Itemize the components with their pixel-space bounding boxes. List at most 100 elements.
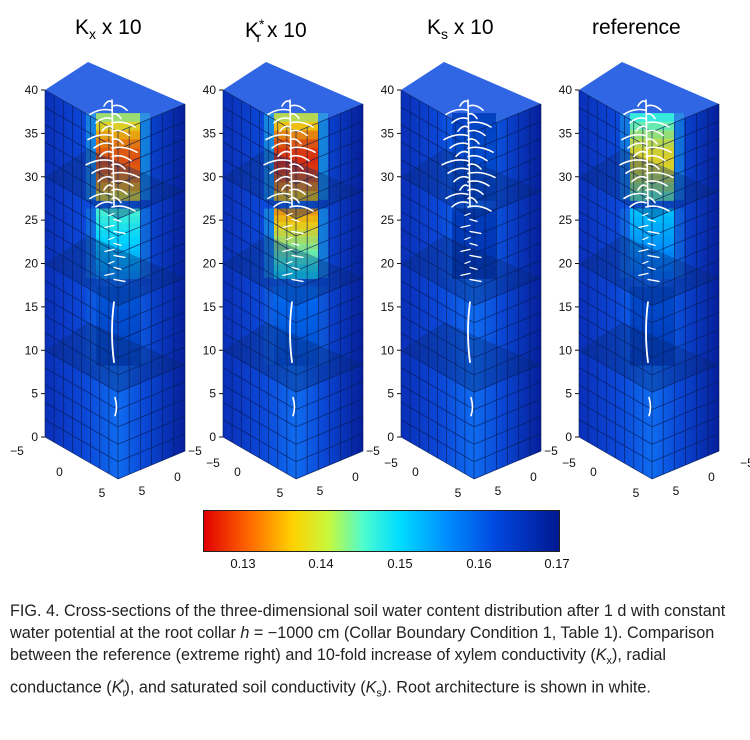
- moisture-halo: [264, 208, 274, 278]
- cross-section-slab: [223, 235, 363, 306]
- z-axis-label: 35: [203, 126, 217, 140]
- cross-section-slab: [579, 235, 719, 306]
- x-axis-label: −5: [544, 444, 558, 458]
- panel-title-kr: K*r x 10: [245, 16, 307, 46]
- moisture-core-cell: [274, 121, 318, 132]
- colorbar-tick: 0.14: [308, 556, 334, 571]
- cross-section-slab: [579, 148, 719, 219]
- cross-section-slab: [45, 148, 185, 219]
- moisture-halo: [318, 286, 328, 365]
- z-axis-label: 20: [203, 257, 217, 271]
- moisture-halo: [264, 286, 274, 365]
- moisture-core-cell: [274, 113, 318, 123]
- root-architecture: [85, 99, 140, 417]
- cross-section-slab: [45, 235, 185, 306]
- moisture-halo: [86, 208, 96, 278]
- y-axis-label: −5: [562, 456, 576, 470]
- column-mesh: [44, 89, 186, 480]
- x-axis-label: 5: [633, 486, 640, 500]
- panel-title-ks: Ks x 10: [427, 16, 494, 43]
- z-axis-label: 20: [381, 257, 395, 271]
- cross-section-slab: [45, 322, 185, 393]
- z-axis-label: 20: [559, 257, 573, 271]
- z-axis-label: 30: [25, 170, 39, 184]
- z-axis-label: 30: [203, 170, 217, 184]
- moisture-halo: [264, 113, 274, 200]
- y-axis-label: 5: [139, 484, 146, 498]
- column-top-face: [223, 62, 363, 132]
- z-axis-label: 25: [25, 213, 39, 227]
- z-axis-label: 10: [381, 343, 395, 357]
- moisture-halo: [140, 208, 150, 278]
- x-axis-label: 0: [412, 465, 419, 479]
- moisture-halo: [318, 113, 328, 200]
- z-axis-label: 35: [381, 126, 395, 140]
- x-axis-label: 0: [56, 465, 63, 479]
- y-axis-label: 5: [317, 484, 324, 498]
- moisture-halo: [86, 113, 96, 200]
- soil-column-plots: 0 5 10 15 20 25 30 35 40 −5 0 5 5 0 −5 0 5 10 15 20 25 30 35 40…: [10, 62, 750, 500]
- x-axis-label: −5: [10, 444, 24, 458]
- z-axis-label: 0: [31, 430, 38, 444]
- z-axis-label: 5: [387, 387, 394, 401]
- column-top-face: [45, 62, 185, 132]
- panel-title-reference: reference: [592, 16, 681, 39]
- z-axis-label: 40: [381, 83, 395, 97]
- figure-label: FIG. 4.: [10, 602, 60, 620]
- z-axis-label: 25: [559, 213, 573, 227]
- z-axis-label: 15: [203, 300, 217, 314]
- y-axis-label: −5: [384, 456, 398, 470]
- x-axis-label: 5: [455, 486, 462, 500]
- figure-caption: FIG. 4. Cross-sections of the three-dime…: [10, 602, 726, 700]
- moisture-halo: [140, 113, 150, 200]
- colorbar-tick: 0.13: [230, 556, 256, 571]
- root-architecture: [619, 99, 674, 417]
- panel-title-kx: Kx x 10: [75, 16, 142, 43]
- x-axis-label: −5: [366, 444, 380, 458]
- colorbar-tick: 0.17: [544, 556, 570, 571]
- z-axis-label: 5: [565, 387, 572, 401]
- x-axis-label: 0: [234, 465, 241, 479]
- moisture-halo: [674, 113, 684, 200]
- z-axis-label: 0: [387, 430, 394, 444]
- z-axis-label: 30: [381, 170, 395, 184]
- moisture-halo: [674, 208, 684, 278]
- colorbar-tick: 0.15: [387, 556, 413, 571]
- cross-section-slab: [401, 148, 541, 219]
- z-axis-label: 15: [25, 300, 39, 314]
- y-axis-label: 0: [352, 470, 359, 484]
- z-axis-label: 0: [209, 430, 216, 444]
- z-axis-label: 25: [203, 213, 217, 227]
- moisture-halo: [620, 208, 630, 278]
- z-axis-label: 35: [559, 126, 573, 140]
- colorbar-tick: 0.16: [466, 556, 492, 571]
- column-top-face: [401, 62, 541, 132]
- z-axis-label: 40: [25, 83, 39, 97]
- z-axis-label: 0: [565, 430, 572, 444]
- moisture-core-cell: [96, 113, 140, 123]
- z-axis-label: 15: [381, 300, 395, 314]
- x-axis-label: 5: [277, 486, 284, 500]
- cross-section-slab: [401, 322, 541, 393]
- root-architecture: [441, 99, 496, 417]
- z-axis-label: 10: [25, 343, 39, 357]
- moisture-halo: [140, 286, 150, 365]
- z-axis-label: 40: [559, 83, 573, 97]
- moisture-core-cell: [96, 121, 140, 132]
- z-axis-label: 10: [559, 343, 573, 357]
- z-axis-label: 5: [31, 387, 38, 401]
- column-top-face: [579, 62, 719, 132]
- cross-section-slab: [579, 322, 719, 393]
- z-axis-label: 30: [559, 170, 573, 184]
- soil-column-ref: 0 5 10 15 20 25 30 35 40 −5 0 5 5 0 −5: [544, 62, 750, 500]
- moisture-core-cell: [630, 121, 674, 132]
- figure-panels: Kx x 10 K*r x 10 Ks x 10 reference 0 5 10 1…: [10, 16, 750, 571]
- moisture-core-cell: [452, 121, 496, 132]
- y-axis-label: 0: [530, 470, 537, 484]
- column-mesh: [400, 89, 542, 480]
- root-architecture: [263, 99, 318, 417]
- x-axis-label: −5: [188, 444, 202, 458]
- colorbar: [203, 510, 560, 552]
- z-axis-label: 5: [209, 387, 216, 401]
- z-axis-label: 20: [25, 257, 39, 271]
